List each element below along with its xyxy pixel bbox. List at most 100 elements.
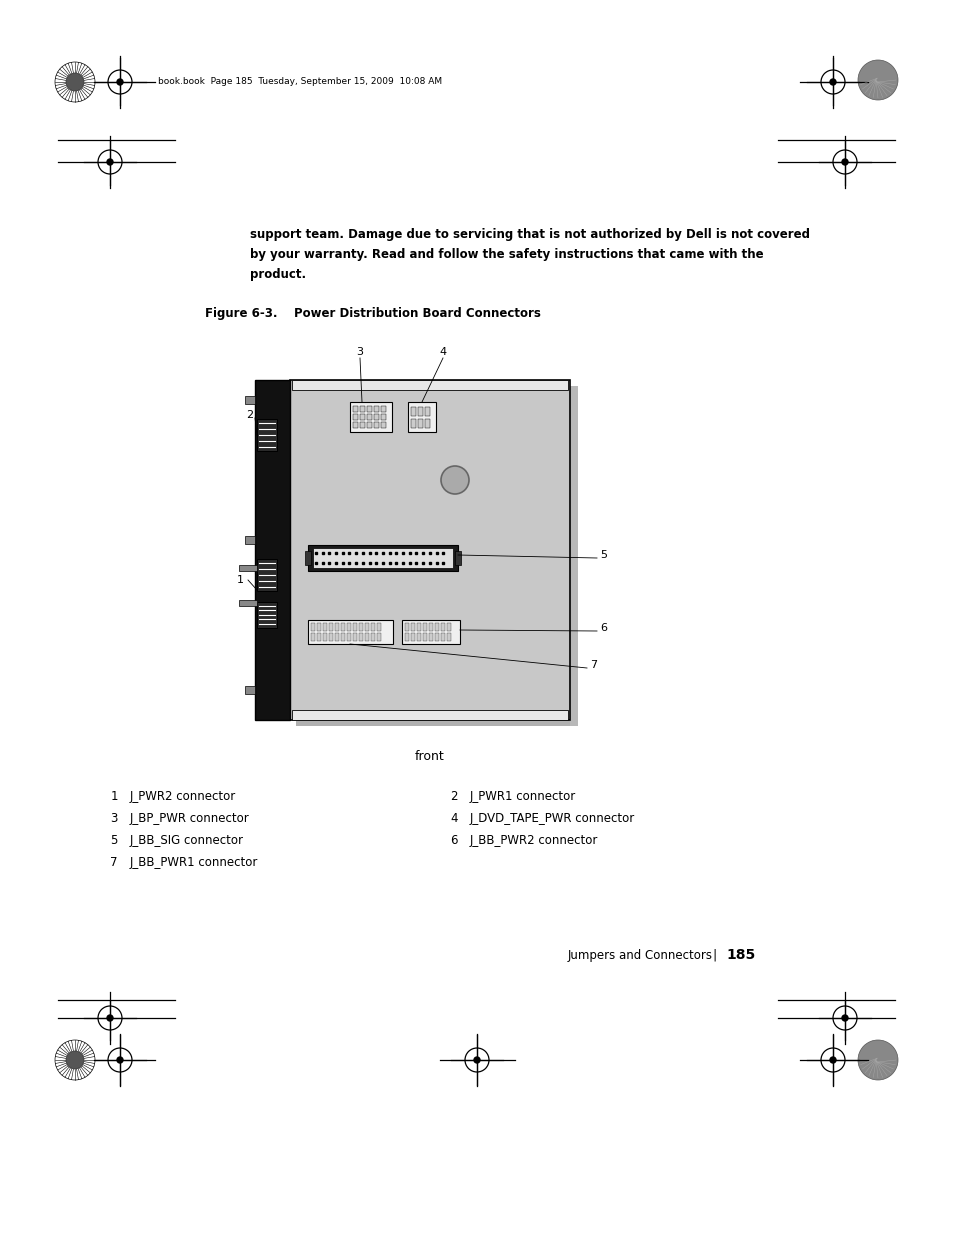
Circle shape bbox=[117, 1057, 123, 1063]
Bar bbox=[353, 414, 357, 420]
Bar bbox=[408, 403, 436, 432]
Text: 5: 5 bbox=[111, 834, 118, 847]
Bar bbox=[374, 422, 378, 429]
Bar bbox=[367, 422, 372, 429]
Circle shape bbox=[107, 159, 112, 165]
Text: 4: 4 bbox=[439, 347, 446, 357]
Bar bbox=[256, 419, 276, 451]
Bar bbox=[380, 414, 386, 420]
Bar bbox=[429, 622, 433, 631]
Bar bbox=[374, 414, 378, 420]
Bar bbox=[254, 380, 290, 720]
Bar bbox=[323, 622, 327, 631]
Bar bbox=[447, 634, 451, 641]
Bar bbox=[313, 548, 453, 568]
Text: J_BB_SIG connector: J_BB_SIG connector bbox=[130, 834, 244, 847]
Circle shape bbox=[829, 79, 835, 85]
Bar bbox=[340, 622, 345, 631]
Bar bbox=[416, 634, 420, 641]
Bar bbox=[245, 536, 254, 543]
Bar bbox=[329, 622, 333, 631]
Bar bbox=[371, 634, 375, 641]
Bar bbox=[359, 422, 365, 429]
Text: product.: product. bbox=[250, 268, 306, 282]
Bar bbox=[245, 685, 254, 694]
Bar bbox=[316, 634, 320, 641]
Bar bbox=[401, 620, 459, 643]
Bar bbox=[358, 622, 363, 631]
Bar bbox=[367, 414, 372, 420]
Text: J_DVD_TAPE_PWR connector: J_DVD_TAPE_PWR connector bbox=[470, 811, 635, 825]
Bar bbox=[316, 622, 320, 631]
Bar bbox=[358, 634, 363, 641]
Bar bbox=[367, 406, 372, 412]
Text: 1: 1 bbox=[111, 790, 118, 803]
Circle shape bbox=[857, 61, 897, 100]
Bar bbox=[323, 634, 327, 641]
Text: 7: 7 bbox=[111, 856, 118, 869]
Bar bbox=[424, 408, 430, 416]
Bar bbox=[365, 622, 369, 631]
Bar bbox=[329, 634, 333, 641]
Bar bbox=[335, 634, 338, 641]
Bar bbox=[376, 622, 380, 631]
Text: J_BB_PWR1 connector: J_BB_PWR1 connector bbox=[130, 856, 258, 869]
Text: 185: 185 bbox=[725, 948, 755, 962]
Circle shape bbox=[66, 73, 84, 91]
Circle shape bbox=[841, 159, 847, 165]
Circle shape bbox=[841, 1015, 847, 1021]
Text: book.book  Page 185  Tuesday, September 15, 2009  10:08 AM: book.book Page 185 Tuesday, September 15… bbox=[158, 78, 441, 86]
Bar bbox=[380, 406, 386, 412]
Bar bbox=[292, 380, 567, 390]
Text: |: | bbox=[712, 948, 717, 962]
Text: J_PWR1 connector: J_PWR1 connector bbox=[470, 790, 576, 803]
Text: 7: 7 bbox=[589, 659, 597, 671]
Text: 3: 3 bbox=[356, 347, 363, 357]
Bar bbox=[359, 406, 365, 412]
Circle shape bbox=[107, 1015, 112, 1021]
Bar bbox=[422, 622, 427, 631]
Bar bbox=[295, 387, 576, 726]
Bar bbox=[308, 620, 393, 643]
Bar bbox=[245, 396, 254, 404]
Bar bbox=[290, 380, 569, 720]
Bar bbox=[376, 634, 380, 641]
Bar bbox=[411, 622, 415, 631]
Bar bbox=[347, 634, 351, 641]
Bar bbox=[411, 634, 415, 641]
Bar bbox=[429, 634, 433, 641]
Bar bbox=[350, 403, 392, 432]
Text: Figure 6-3.    Power Distribution Board Connectors: Figure 6-3. Power Distribution Board Con… bbox=[205, 308, 540, 320]
Text: front: front bbox=[415, 750, 444, 763]
Text: support team. Damage due to servicing that is not authorized by Dell is not cove: support team. Damage due to servicing th… bbox=[250, 228, 809, 241]
Text: 1: 1 bbox=[236, 576, 243, 585]
Bar bbox=[371, 622, 375, 631]
Bar bbox=[239, 564, 256, 571]
Bar bbox=[405, 622, 409, 631]
Bar bbox=[422, 634, 427, 641]
Bar bbox=[365, 634, 369, 641]
Bar bbox=[447, 622, 451, 631]
Bar bbox=[416, 622, 420, 631]
Circle shape bbox=[829, 1057, 835, 1063]
Bar bbox=[256, 601, 276, 629]
Circle shape bbox=[66, 1051, 84, 1070]
Bar bbox=[292, 710, 567, 720]
Bar bbox=[569, 387, 578, 726]
Bar bbox=[411, 408, 416, 416]
Bar bbox=[374, 406, 378, 412]
Bar bbox=[359, 414, 365, 420]
Bar bbox=[435, 634, 438, 641]
Bar bbox=[440, 634, 444, 641]
Bar bbox=[340, 634, 345, 641]
Bar bbox=[311, 634, 314, 641]
Bar bbox=[305, 551, 311, 564]
Bar bbox=[417, 419, 422, 429]
Circle shape bbox=[117, 79, 123, 85]
Text: J_BB_PWR2 connector: J_BB_PWR2 connector bbox=[470, 834, 598, 847]
Bar bbox=[353, 622, 356, 631]
Text: Jumpers and Connectors: Jumpers and Connectors bbox=[567, 948, 712, 962]
Bar bbox=[256, 559, 276, 592]
Circle shape bbox=[857, 1040, 897, 1079]
Bar bbox=[417, 408, 422, 416]
